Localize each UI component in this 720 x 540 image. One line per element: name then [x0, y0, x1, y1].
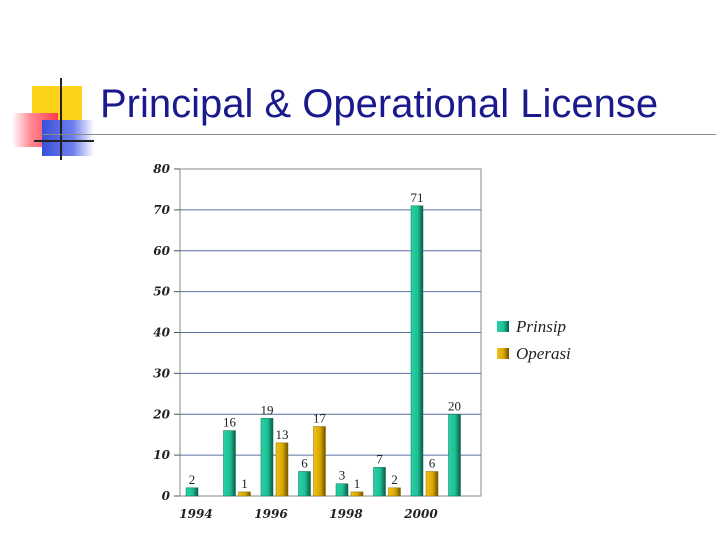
bar-operasi-1999 [388, 487, 401, 497]
bar-operasi-1995 [238, 491, 251, 497]
bar-operasi-2000 [425, 471, 439, 497]
data-label-operasi-1998: 1 [354, 476, 361, 491]
y-tick-label: 60 [153, 244, 170, 258]
bar-prinsip-1997 [298, 471, 311, 497]
data-label-operasi-2000: 6 [429, 455, 436, 470]
bar-prinsip-1994 [185, 487, 199, 497]
data-label-prinsip-1996: 19 [261, 402, 274, 417]
data-label-prinsip-1994: 2 [189, 472, 196, 487]
y-tick-label: 50 [153, 285, 170, 299]
deco-vertical-line [60, 78, 62, 160]
slide-title: Principal & Operational License [100, 82, 659, 126]
legend-label-prinsip: Prinsip [515, 317, 566, 336]
y-tick-label: 70 [153, 203, 170, 217]
y-tick-label: 40 [153, 326, 170, 340]
legend-swatch-prinsip [497, 321, 509, 332]
legend-label-operasi: Operasi [516, 344, 571, 363]
data-label-prinsip-1997: 6 [301, 455, 308, 470]
bar-operasi-1997 [313, 426, 326, 497]
data-label-prinsip-1995: 16 [223, 415, 237, 430]
data-label-operasi-1999: 2 [391, 472, 398, 487]
data-label-prinsip-2001: 20 [448, 398, 461, 413]
bar-prinsip-1995 [223, 430, 236, 497]
y-tick-label: 20 [152, 407, 170, 421]
data-label-prinsip-2000: 71 [411, 190, 424, 205]
bar-prinsip-1999 [373, 467, 386, 497]
x-tick-label: 1994 [179, 507, 212, 521]
bar-operasi-1998 [350, 491, 364, 497]
y-tick-label: 80 [153, 162, 170, 176]
data-label-prinsip-1998: 3 [339, 468, 346, 483]
data-label-prinsip-1999: 7 [376, 451, 383, 466]
data-label-operasi-1997: 17 [313, 411, 327, 426]
bar-prinsip-1998 [335, 483, 349, 497]
legend-swatch-operasi [497, 348, 509, 359]
y-tick-label: 0 [162, 489, 171, 503]
data-label-operasi-1995: 1 [241, 476, 248, 491]
bar-prinsip-1996 [260, 418, 274, 497]
x-tick-label: 1998 [329, 507, 363, 521]
bar-prinsip-2001 [448, 414, 461, 497]
y-tick-label: 10 [153, 448, 170, 462]
title-underline [40, 134, 716, 135]
bar-prinsip-2000 [410, 205, 424, 497]
x-tick-label: 1996 [254, 507, 288, 521]
y-tick-label: 30 [153, 366, 170, 380]
data-label-operasi-1996: 13 [276, 427, 289, 442]
bar-operasi-1996 [275, 442, 289, 497]
deco-blue-square [42, 120, 94, 156]
x-tick-label: 2000 [403, 507, 438, 521]
deco-horizontal-line [34, 140, 94, 142]
